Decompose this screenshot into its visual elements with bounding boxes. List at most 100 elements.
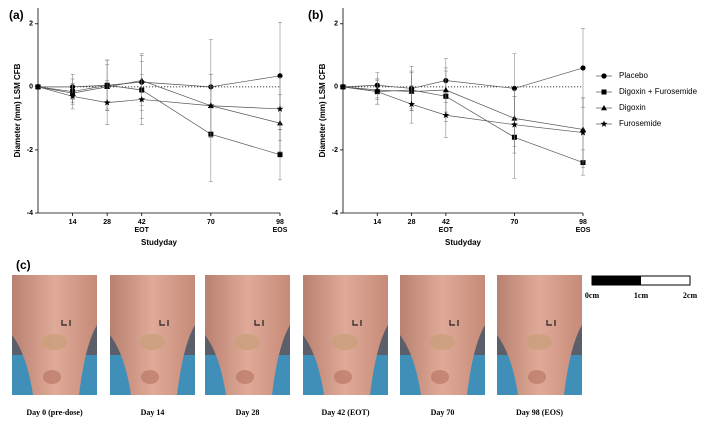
y-tick-label: 0 (334, 84, 338, 91)
x-tick-label: 70 (511, 219, 519, 226)
x-tick-note: EOT (439, 227, 454, 234)
marker (103, 99, 111, 106)
photo (12, 275, 97, 395)
series (340, 28, 586, 124)
marker (442, 87, 449, 93)
marker (276, 105, 284, 112)
photo (497, 275, 582, 395)
x-tick-label: 98 (276, 219, 284, 226)
x-tick-label: 28 (408, 219, 416, 226)
legend-marker (601, 73, 607, 79)
scale-label: 2cm (683, 291, 698, 300)
series-line (342, 67, 584, 89)
marker (511, 85, 518, 92)
y-axis-label: Diameter (mm) LSM CFB (13, 63, 22, 157)
x-tick-note: EOS (273, 227, 288, 234)
marker (442, 111, 450, 119)
series-line (342, 86, 584, 133)
legend-marker (600, 120, 608, 127)
photo (205, 275, 290, 395)
photo-lesion (526, 334, 552, 350)
marker (277, 73, 283, 79)
marker (277, 152, 283, 158)
photo-lesion (332, 334, 358, 350)
photo (110, 275, 195, 395)
marker (373, 87, 381, 95)
photo-caption: Day 14 (141, 408, 165, 417)
series-line (342, 86, 584, 130)
marker (511, 121, 518, 128)
marker (579, 128, 587, 136)
x-tick-label: 42 (138, 219, 146, 226)
y-tick-label: -4 (27, 210, 33, 217)
series (35, 55, 283, 152)
marker (408, 100, 415, 108)
series (340, 67, 586, 162)
series (34, 73, 284, 141)
photo-mark (254, 320, 264, 326)
photo-lesion (528, 370, 546, 384)
photo-lesion (234, 334, 260, 350)
marker (34, 83, 42, 90)
panel-label: (b) (308, 8, 323, 22)
photo-caption: Day 98 (EOS) (516, 408, 563, 417)
series-line (37, 80, 281, 124)
photo-lesion (139, 334, 165, 350)
y-tick-label: 2 (334, 21, 338, 28)
photo (303, 275, 388, 395)
scale-label: 0cm (585, 291, 600, 300)
x-tick-label: 14 (373, 219, 381, 226)
photo-lesion (429, 334, 455, 350)
legend-marker (601, 89, 607, 95)
x-axis-label: Studyday (445, 238, 482, 247)
photo (400, 275, 485, 395)
series-line (342, 86, 584, 163)
photo-mark (546, 320, 556, 326)
photo-caption: Day 70 (431, 408, 455, 417)
marker (69, 92, 76, 100)
photo-mark (352, 320, 362, 326)
x-tick-note: EOT (135, 227, 150, 234)
x-tick-label: 42 (442, 219, 450, 226)
series-line (37, 84, 281, 155)
x-axis-label: Studyday (141, 238, 178, 247)
photo-lesion (41, 334, 67, 350)
scale-bar-fill (592, 276, 641, 285)
marker (207, 102, 215, 109)
legend-label: Digoxin (619, 103, 646, 112)
x-tick-label: 70 (207, 219, 215, 226)
x-tick-note: EOS (576, 227, 591, 234)
scale-bar (591, 275, 691, 286)
legend-label: Furosemide (619, 119, 662, 128)
photo-lesion (141, 370, 159, 384)
x-tick-label: 28 (103, 219, 111, 226)
photo-mark (449, 320, 459, 326)
y-tick-label: -2 (332, 147, 338, 154)
legend-label: Digoxin + Furosemide (619, 87, 698, 96)
y-tick-label: -2 (27, 147, 33, 154)
marker (339, 83, 347, 90)
panel-label: (c) (16, 258, 31, 272)
y-axis-label: Diameter (mm) LSM CFB (318, 63, 327, 157)
photo-caption: Day 42 (EOT) (322, 408, 370, 417)
photo-caption: Day 0 (pre-dose) (26, 408, 83, 417)
y-tick-label: 0 (29, 84, 33, 91)
panel-label: (a) (9, 8, 24, 22)
x-tick-label: 14 (69, 219, 77, 226)
legend-label: Placebo (619, 71, 648, 80)
series (35, 21, 283, 135)
photo-mark (159, 320, 169, 326)
legend-marker (601, 105, 607, 111)
series (339, 78, 587, 168)
x-tick-label: 98 (579, 219, 587, 226)
photo-caption: Day 28 (236, 408, 260, 417)
series-line (37, 86, 281, 110)
marker (580, 65, 586, 71)
marker (138, 95, 146, 103)
photo-lesion (43, 370, 61, 384)
photo-lesion (431, 370, 449, 384)
photo-mark (61, 320, 71, 326)
scale-label: 1cm (634, 291, 649, 300)
y-tick-label: -4 (332, 210, 338, 217)
